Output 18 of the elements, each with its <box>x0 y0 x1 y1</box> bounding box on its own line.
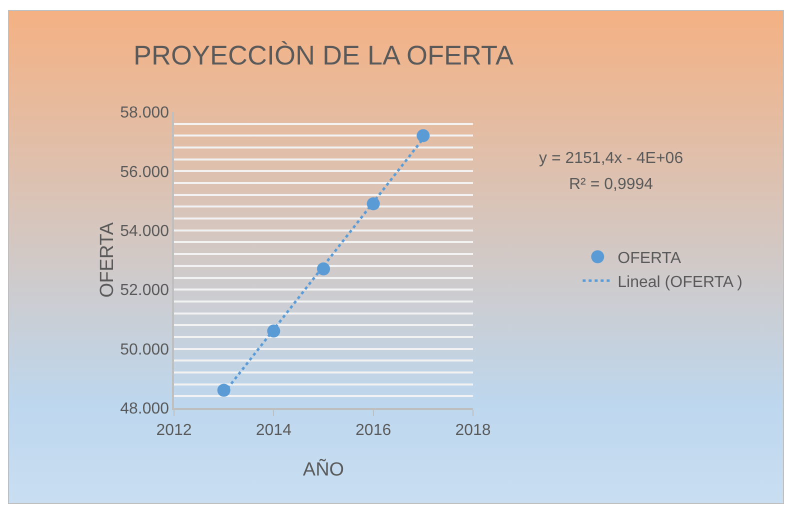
y-tick-label: 50.000 <box>120 341 170 358</box>
x-axis-title: AÑO <box>302 458 344 480</box>
chart-title: PROYECCIÒN DE LA OFERTA <box>133 40 514 70</box>
x-tick-label: 2016 <box>356 422 392 439</box>
text: R² = 0,9994 <box>569 176 654 193</box>
point <box>416 129 430 142</box>
y-tick-label: 58.000 <box>120 104 170 122</box>
y-axis-title: OFERTA <box>97 222 118 298</box>
legend-label: Lineal (OFERTA ) <box>618 274 742 291</box>
y-tick-label: 52.000 <box>120 282 170 300</box>
x-tick-label: 2012 <box>156 422 192 439</box>
y-tick-label: 48.000 <box>120 400 170 418</box>
legend-label: OFERTA <box>618 250 682 268</box>
x-tick-label: 2014 <box>256 422 292 439</box>
x-tick-label: 2018 <box>455 422 491 439</box>
y-tick-label: 56.000 <box>120 164 170 181</box>
text: y = 2151,4x - 4E+06 <box>539 150 684 167</box>
y-tick-label: 54.000 <box>120 223 170 240</box>
